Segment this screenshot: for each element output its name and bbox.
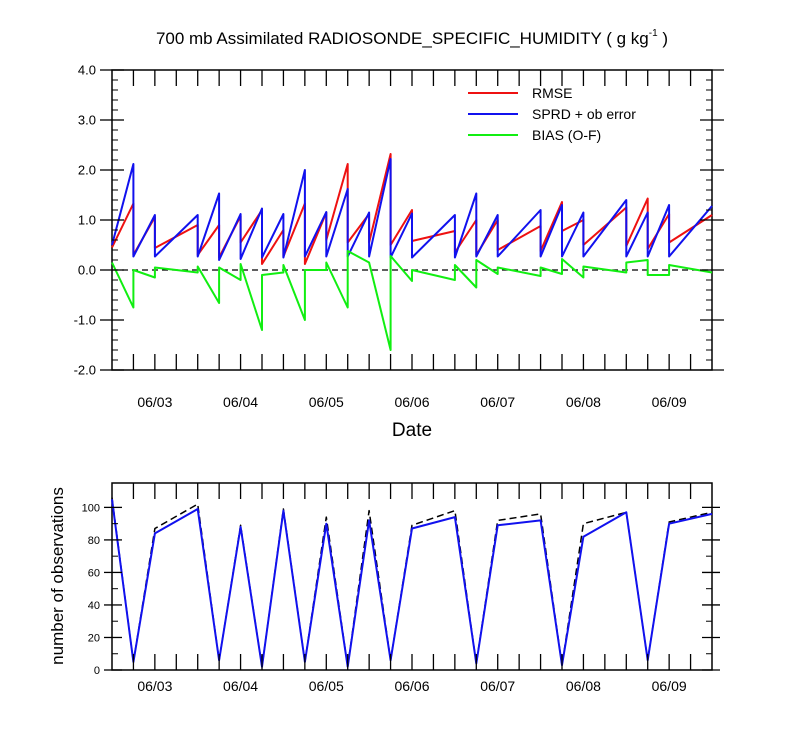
chart-title: 700 mb Assimilated RADIOSONDE_SPECIFIC_H… xyxy=(156,28,668,48)
top-x-ticks: 06/03 06/04 06/05 06/06 06/07 06/08 06/09 xyxy=(132,70,692,410)
x-axis-label: Date xyxy=(392,420,432,441)
y-tick-label: 20 xyxy=(88,632,100,644)
chart-title-main: 700 mb Assimilated RADIOSONDE_SPECIFIC_H… xyxy=(156,29,649,48)
legend-label-rmse: RMSE xyxy=(532,85,572,101)
x-tick-label-06-07: 06/07 xyxy=(480,678,515,694)
series-line-bias-o-f xyxy=(111,250,713,351)
x-tick-label-06-07: 06/07 xyxy=(480,394,515,410)
y-tick-label: 4.0 xyxy=(78,63,96,78)
legend: RMSE SPRD + ob error BIAS (O-F) xyxy=(468,85,636,143)
x-tick-label-06-05: 06/05 xyxy=(309,394,344,410)
top-series-group xyxy=(111,153,713,351)
x-tick-label-06-03: 06/03 xyxy=(137,394,172,410)
x-tick-label-06-03: 06/03 xyxy=(137,678,172,694)
series-line-sprd-ob-error xyxy=(111,158,713,261)
bottom-x-ticks: 06/03 06/04 06/05 06/06 06/07 06/08 06/09 xyxy=(132,483,692,694)
top-panel: -2.0-1.00.01.02.03.04.0 06/03 06/04 06/05 0… xyxy=(74,63,724,441)
bottom-plot-frame xyxy=(111,482,713,671)
bottom-y-axis-label: number of observations xyxy=(48,487,67,665)
y-tick-label: 0 xyxy=(94,665,100,677)
x-tick-label-06-05: 06/05 xyxy=(309,678,344,694)
x-tick-label-06-08: 06/08 xyxy=(566,678,601,694)
x-tick-label-06-06: 06/06 xyxy=(394,678,429,694)
y-tick-label: 40 xyxy=(88,600,100,612)
legend-label-bias-o-f: BIAS (O-F) xyxy=(532,127,601,143)
x-tick-label-06-04: 06/04 xyxy=(223,394,258,410)
series-line-possible xyxy=(111,497,713,668)
y-tick-label: 1.0 xyxy=(78,213,96,228)
x-tick-label-06-09: 06/09 xyxy=(652,678,687,694)
x-tick-label-06-04: 06/04 xyxy=(223,678,258,694)
x-tick-label-06-08: 06/08 xyxy=(566,394,601,410)
x-tick-label-06-09: 06/09 xyxy=(652,394,687,410)
y-tick-label: 60 xyxy=(88,567,100,579)
bottom-y-ticks: 0 20 40 60 80 100 xyxy=(82,502,720,677)
series-line-used xyxy=(111,499,713,668)
y-tick-label: 2.0 xyxy=(78,163,96,178)
x-tick-label-06-06: 06/06 xyxy=(394,394,429,410)
y-tick-label: -2.0 xyxy=(74,363,96,378)
y-tick-label: 80 xyxy=(88,535,100,547)
chart-title-superscript: -1 xyxy=(649,28,658,39)
y-tick-label: 3.0 xyxy=(78,113,96,128)
y-tick-label: 100 xyxy=(82,502,100,514)
top-y-ticks: -2.0 -1.0 0.0 1.0 2.0 3.0 4.0 xyxy=(74,63,724,378)
bottom-series-group xyxy=(111,497,713,668)
legend-label-sprd-ob-error: SPRD + ob error xyxy=(532,106,636,122)
y-tick-label: 0.0 xyxy=(78,263,96,278)
chart-title-end: ) xyxy=(658,29,668,48)
y-tick-label: -1.0 xyxy=(74,313,96,328)
